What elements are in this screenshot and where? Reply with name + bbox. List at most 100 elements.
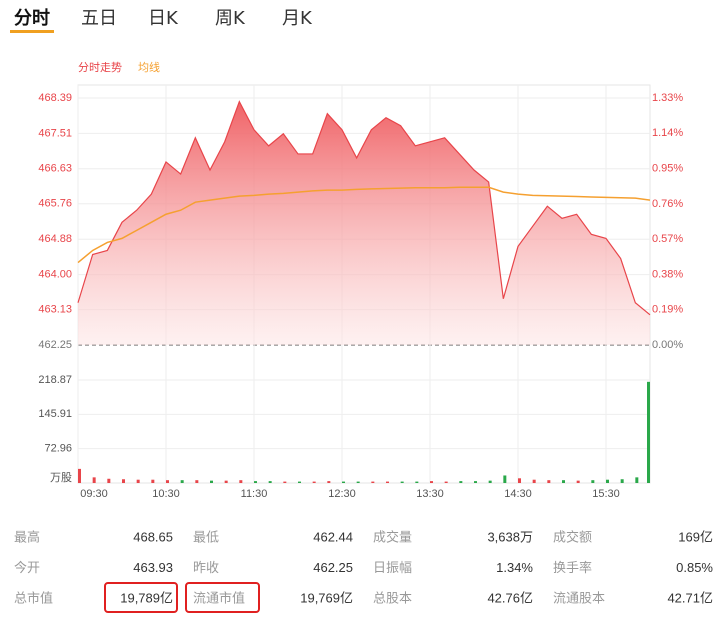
volume-bar xyxy=(122,479,125,483)
volume-bar xyxy=(356,481,360,483)
y-tick-label: 464.88 xyxy=(38,233,72,245)
volume-bar xyxy=(503,475,507,483)
price-area xyxy=(78,101,650,346)
volume-bar xyxy=(107,478,111,483)
volume-bar xyxy=(474,481,477,483)
volume-bar xyxy=(283,481,287,483)
stat-value: 462.44 xyxy=(313,529,353,544)
stat-label: 日振幅 xyxy=(373,560,412,575)
volume-bar xyxy=(180,480,184,483)
stat-value: 19,789亿 xyxy=(120,590,173,605)
y2-tick-label: 0.19% xyxy=(652,304,683,316)
volume-bar xyxy=(298,481,301,483)
volume-bar xyxy=(312,481,316,483)
stat-label: 最高 xyxy=(14,529,40,544)
volume-bar xyxy=(342,481,345,483)
y2-tick-label: 0.57% xyxy=(652,233,683,245)
y-tick-label: 218.87 xyxy=(38,374,72,386)
stat-label: 总股本 xyxy=(373,590,412,605)
volume-bar xyxy=(518,478,521,483)
x-tick-label: 14:30 xyxy=(504,488,532,500)
tab[interactable]: 周K xyxy=(215,8,246,29)
stat-label: 流通市值 xyxy=(193,590,245,605)
stat-value: 19,769亿 xyxy=(300,590,353,605)
y2-tick-label: 1.14% xyxy=(652,127,683,139)
volume-bar xyxy=(547,480,551,483)
volume-bar xyxy=(591,480,595,483)
y-tick-label: 462.25 xyxy=(38,339,72,351)
stat-value: 463.93 xyxy=(133,560,173,575)
volume-bar xyxy=(386,481,389,483)
volume-bar xyxy=(606,479,609,483)
y2-tick-label: 0.95% xyxy=(652,162,683,174)
y-tick-label: 72.96 xyxy=(44,443,72,455)
y-tick-label: 145.91 xyxy=(38,408,72,420)
y-tick-label: 465.76 xyxy=(38,198,72,210)
volume-bar xyxy=(562,480,565,483)
volume-bar xyxy=(210,480,213,483)
stat-value: 169亿 xyxy=(678,529,713,544)
y2-tick-label: 1.33% xyxy=(652,92,683,104)
volume-bar xyxy=(327,481,331,483)
stat-label: 成交量 xyxy=(373,529,412,544)
y-tick-label: 466.63 xyxy=(38,163,72,175)
volume-bar xyxy=(254,481,257,483)
y-tick-label: 467.51 xyxy=(38,127,72,139)
stat-value: 468.65 xyxy=(133,529,173,544)
volume-bar xyxy=(92,477,96,483)
x-tick-label: 11:30 xyxy=(241,488,268,500)
stat-value: 1.34% xyxy=(496,560,533,575)
volume-bar xyxy=(78,468,81,483)
volume-bar xyxy=(239,480,243,483)
stat-value: 462.25 xyxy=(313,560,353,575)
stat-label: 最低 xyxy=(193,529,219,544)
stat-label: 今开 xyxy=(14,560,40,575)
y-tick-label: 463.13 xyxy=(38,304,72,316)
x-tick-label: 10:30 xyxy=(152,488,180,500)
stat-label: 流通股本 xyxy=(553,590,605,605)
highlight-box xyxy=(185,582,260,613)
x-tick-label: 12:30 xyxy=(328,488,356,500)
stat-value: 0.85% xyxy=(676,560,713,575)
volume-bar xyxy=(488,480,492,483)
tab[interactable]: 五日 xyxy=(81,8,117,29)
stat-label: 换手率 xyxy=(553,560,592,575)
volume-bar xyxy=(166,480,169,483)
x-tick-label: 15:30 xyxy=(592,488,620,500)
y2-tick-label: 0.76% xyxy=(652,198,683,210)
active-tab-underline xyxy=(10,30,54,33)
volume-bar xyxy=(371,481,375,483)
volume-bar xyxy=(620,479,624,483)
y2-tick-label: 0.38% xyxy=(652,268,683,280)
legend-entry[interactable]: 分时走势 xyxy=(78,61,122,74)
volume-bar xyxy=(430,481,433,483)
x-tick-label: 09:30 xyxy=(80,488,108,500)
tab[interactable]: 月K xyxy=(282,8,313,29)
stat-value: 42.76亿 xyxy=(487,590,533,605)
volume-bar xyxy=(532,479,536,483)
volume-bar xyxy=(400,481,404,483)
volume-bar xyxy=(136,479,140,483)
stat-label: 昨收 xyxy=(193,560,219,575)
volume-bar xyxy=(635,477,639,483)
volume-bar xyxy=(195,480,199,483)
volume-bar xyxy=(647,381,650,483)
price-line xyxy=(77,100,651,316)
stat-value: 3,638万 xyxy=(487,529,533,544)
tab[interactable]: 日K xyxy=(148,8,179,29)
legend-entry[interactable]: 均线 xyxy=(138,60,160,74)
y2-tick-label: 0.00% xyxy=(652,339,683,351)
highlight-box xyxy=(104,582,178,613)
volume-bar xyxy=(268,481,272,483)
stat-label: 总市值 xyxy=(14,590,53,605)
x-tick-label: 13:30 xyxy=(416,488,444,500)
volume-bar xyxy=(444,481,448,483)
y-tick-label: 464.00 xyxy=(38,269,72,281)
volume-bar xyxy=(224,480,228,483)
stat-label: 成交额 xyxy=(553,529,592,544)
volume-bar xyxy=(151,479,155,483)
tab[interactable]: 分时 xyxy=(14,8,50,29)
stat-value: 42.71亿 xyxy=(667,590,713,605)
y-tick-label: 万股 xyxy=(50,471,72,484)
